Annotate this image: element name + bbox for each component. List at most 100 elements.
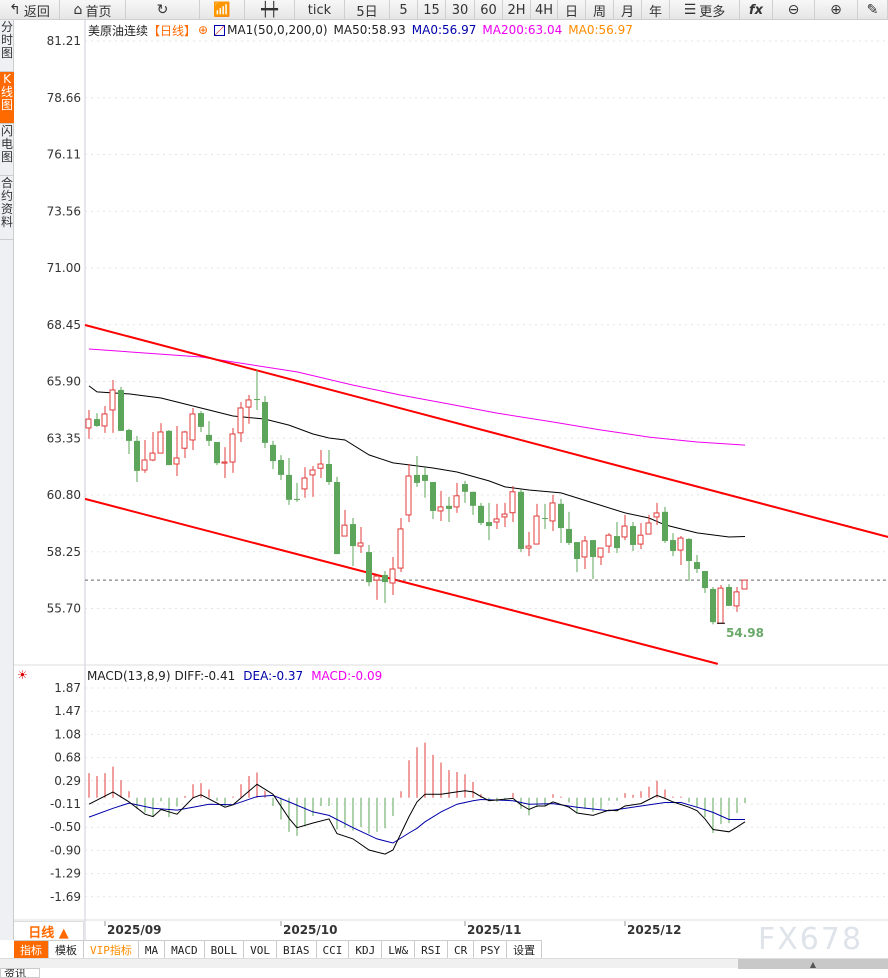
refresh-icon: ↻ [156,2,169,18]
candle [558,498,564,543]
tab-0[interactable]: 指标 [14,941,49,959]
ma200-value: MA200:63.04 [482,23,563,37]
candle [366,544,372,587]
candle [206,421,212,446]
macd-tick-label: -0.50 [50,820,81,834]
period-label: 【日线】 [148,23,197,38]
toolbar-button-9[interactable]: 30 [446,0,475,20]
sidebar-item-3[interactable]: 合约资料 [0,176,14,240]
candle [630,522,636,551]
candle [326,449,332,485]
tab-13[interactable]: PSY [474,941,508,959]
price-tick-label: 81.21 [47,34,81,48]
price-tick-label: 58.25 [47,545,81,559]
candle-body [254,399,260,401]
candle [229,427,236,473]
toolbar-button-6[interactable]: 5日 [345,0,390,20]
time-tick-label: 2025/12 [627,923,681,937]
indicator-chart-icon: 📶 [213,2,231,18]
toolbar-label: 4H [534,2,554,18]
toolbar-button-1[interactable]: ⌂ 首页 [60,0,126,20]
tab-12[interactable]: CR [448,941,475,959]
toolbar-button-17[interactable]: ☰ 更多 [670,0,740,20]
tab-2[interactable]: VIP指标 [84,941,139,959]
candle-body [373,575,380,581]
toolbar-button-4[interactable]: ┿┿ [245,0,295,20]
macd-tick-label: 0.29 [54,774,81,788]
toolbar-button-19[interactable]: ⊖ [773,0,815,20]
tab-1[interactable]: 模板 [49,941,84,959]
candle-body [270,444,276,462]
toolbar-button-16[interactable]: 年 [642,0,670,20]
ma0-value-2: MA0:56.97 [568,23,633,37]
toolbar-button-14[interactable]: 周 [586,0,614,20]
ma50-value: MA50:58.93 [333,23,406,37]
candle [702,570,708,593]
indicator-settings-icon[interactable]: ☀ [17,668,28,682]
tab-7[interactable]: BIAS [277,941,317,959]
candle [694,554,700,573]
toolbar-button-20[interactable]: ⊕ [815,0,858,20]
candle [422,467,428,498]
candle-body [493,518,500,523]
time-tick-label: 2025/09 [107,923,161,937]
toolbar-button-3[interactable]: 📶 [200,0,245,20]
toolbar-button-13[interactable]: 日 [558,0,586,20]
toolbar-button-7[interactable]: 5 [390,0,418,20]
sidebar-item-2[interactable]: 闪电图 [0,124,14,176]
candlestick-icon: ┿┿ [261,2,278,18]
candle [605,533,612,553]
tab-3[interactable]: MA [138,941,166,959]
settings-circle-icon[interactable]: ⊕ [198,23,209,37]
candle [414,455,420,487]
toolbar-button-11[interactable]: 2H [503,0,531,20]
scrollbar-thumb[interactable]: ▲ [738,959,888,969]
tab-4[interactable]: MACD [165,941,205,959]
toolbar-button-10[interactable]: 60 [475,0,503,20]
candle-body [470,491,476,506]
candle-body [109,389,116,411]
tab-6[interactable]: VOL [244,941,277,959]
chart-canvas[interactable]: 81.21 78.66 76.11 73.56 71.00 68.45 65.90 63.35… [0,20,888,940]
candle-body [301,477,308,490]
tab-10[interactable]: LW& [382,941,416,959]
toolbar-button-12[interactable]: 4H [531,0,558,20]
candle-body [294,498,300,500]
horizontal-scrollbar[interactable]: ▲ [0,958,888,969]
candle [614,522,620,553]
sidebar-item-0[interactable]: 分时图 [0,20,14,72]
candle-body [581,540,588,558]
candle [294,482,300,502]
toolbar-button-0[interactable]: ↰ 返回 [0,0,60,20]
candle-body [558,503,564,529]
candle [334,476,340,555]
toolbar-button-21[interactable]: ✎ [858,0,888,20]
toolbar-button-15[interactable]: 月 [614,0,642,20]
candle [662,506,668,543]
toolbar-button-8[interactable]: 15 [418,0,446,20]
price-tick-label: 68.45 [47,318,81,332]
candle [430,482,436,519]
back-arrow-icon: ↰ [9,2,21,18]
candle-body [462,484,468,492]
period-selector[interactable]: 日线 ▲ [14,921,84,941]
news-tab[interactable]: 资讯 [0,968,40,978]
tab-5[interactable]: BOLL [204,941,245,959]
toolbar-button-5[interactable]: tick [295,0,345,20]
candle [118,386,124,431]
zoom-in-icon: ⊕ [830,2,842,18]
toolbar-button-18[interactable]: fx [740,0,773,20]
candle [286,458,292,505]
candle [486,502,492,541]
candle-body [341,524,348,537]
toolbar-button-2[interactable]: ↻ [126,0,200,20]
tab-9[interactable]: KDJ [349,941,383,959]
tab-8[interactable]: CCI [316,941,350,959]
candle [653,502,660,525]
candle [509,486,516,523]
sidebar-item-1[interactable]: K线图 [0,72,14,124]
tab-14[interactable]: 设置 [507,941,543,959]
tab-11[interactable]: RSI [415,941,448,959]
candle [645,514,652,535]
ma-chart-icon[interactable] [214,24,226,36]
